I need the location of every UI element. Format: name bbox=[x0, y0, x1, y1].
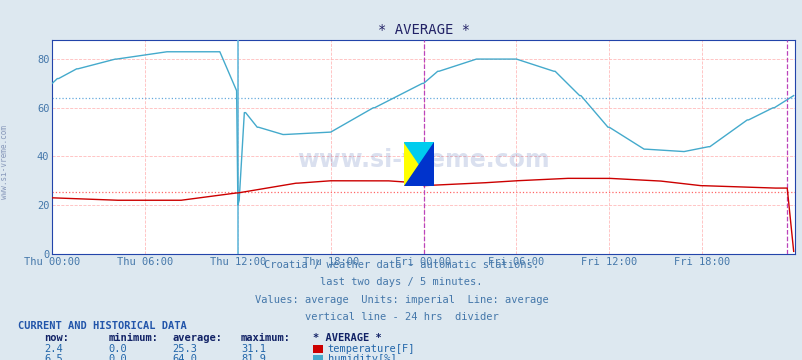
Text: maximum:: maximum: bbox=[241, 333, 290, 343]
Text: CURRENT AND HISTORICAL DATA: CURRENT AND HISTORICAL DATA bbox=[18, 321, 186, 332]
Text: 2.4: 2.4 bbox=[44, 344, 63, 354]
Text: 64.0: 64.0 bbox=[172, 354, 197, 360]
Text: temperature[F]: temperature[F] bbox=[327, 344, 415, 354]
Text: 6.5: 6.5 bbox=[44, 354, 63, 360]
Text: 81.9: 81.9 bbox=[241, 354, 265, 360]
Text: now:: now: bbox=[44, 333, 69, 343]
Text: www.si-vreme.com: www.si-vreme.com bbox=[297, 148, 549, 172]
Text: vertical line - 24 hrs  divider: vertical line - 24 hrs divider bbox=[304, 312, 498, 322]
Text: 31.1: 31.1 bbox=[241, 344, 265, 354]
Polygon shape bbox=[403, 143, 434, 186]
Text: Croatia / weather data - automatic stations.: Croatia / weather data - automatic stati… bbox=[264, 260, 538, 270]
Text: 25.3: 25.3 bbox=[172, 344, 197, 354]
Title: * AVERAGE *: * AVERAGE * bbox=[377, 23, 469, 37]
Text: average:: average: bbox=[172, 333, 222, 343]
Text: www.si-vreme.com: www.si-vreme.com bbox=[0, 125, 10, 199]
Polygon shape bbox=[403, 143, 434, 186]
Text: 0.0: 0.0 bbox=[108, 344, 127, 354]
Text: * AVERAGE *: * AVERAGE * bbox=[313, 333, 382, 343]
Text: humidity[%]: humidity[%] bbox=[327, 354, 396, 360]
Text: minimum:: minimum: bbox=[108, 333, 158, 343]
Text: last two days / 5 minutes.: last two days / 5 minutes. bbox=[320, 278, 482, 288]
Text: Values: average  Units: imperial  Line: average: Values: average Units: imperial Line: av… bbox=[254, 295, 548, 305]
Text: 0.0: 0.0 bbox=[108, 354, 127, 360]
Polygon shape bbox=[403, 143, 434, 186]
